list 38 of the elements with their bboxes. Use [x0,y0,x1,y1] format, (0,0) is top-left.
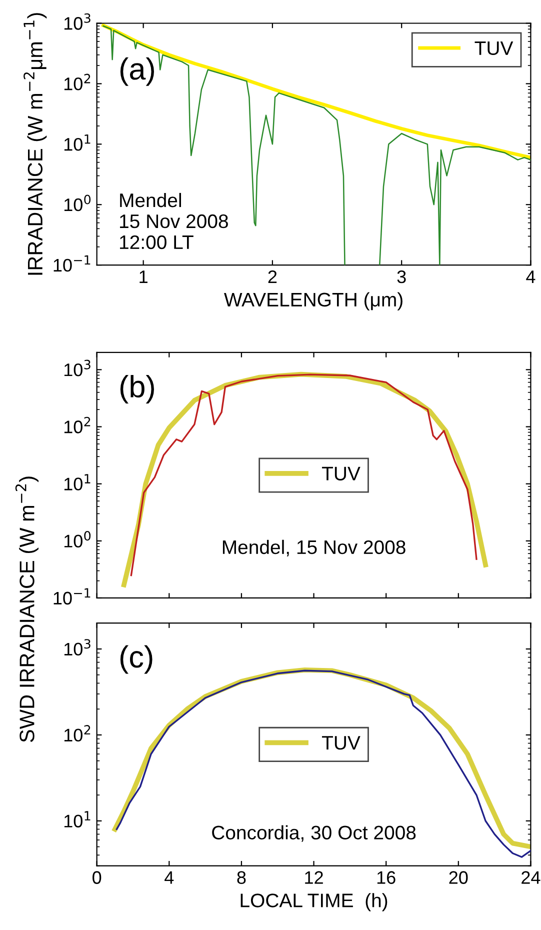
annotation: Mendel, 15 Nov 2008 [222,540,406,556]
y-axis-title: SWD IRRADIANCE (W m$^{−2}$) [15,476,38,742]
y-tick-label: 10$^{1}$ [64,811,90,828]
y-tick-label: 10$^{−1}$ [54,588,90,605]
y-tick-label: 10$^{−1}$ [54,255,90,272]
x-tick-label: 4 [526,270,536,283]
legend-label: TUV [474,41,514,56]
legend-label: TUV [322,466,360,480]
x-tick-label: 2 [268,270,277,283]
x-axis-title: LOCAL TIME (h) [240,893,388,912]
x-tick-label: 16 [377,871,396,884]
line-series [102,24,531,160]
y-tick-label: 10$^{3}$ [64,13,90,30]
x-axis-title: WAVELENGTH (μm) [224,292,402,310]
y-tick-label: 10$^{0}$ [64,531,91,548]
x-tick-label: 24 [522,871,540,884]
annotation: (a) [120,57,154,86]
x-tick-label: 8 [237,871,246,884]
annotation: Concordia, 30 Oct 2008 [212,825,416,842]
y-axis-title: IRRADIANCE (W m$^{−2}$μm$^{−1}$) [24,13,47,275]
y-tick-label: 10$^{2}$ [64,416,90,434]
annotation: (c) [120,645,152,674]
x-tick-label: 3 [397,270,406,284]
x-tick-label: 0 [92,871,102,884]
y-tick-label: 10$^{2}$ [64,725,90,742]
x-tick-label: 4 [164,871,174,884]
legend-label: TUV [322,736,360,750]
y-tick-label: 10$^{0}$ [64,194,91,212]
x-tick-label: 20 [449,871,468,884]
y-tick-label: 10$^{3}$ [64,360,90,376]
annotation: Mendel 15 Nov 2008 12:00 LT [120,192,228,250]
x-tick-label: 1 [140,270,148,283]
annotation: (b) [120,375,154,404]
x-tick-label: 12 [305,871,323,884]
y-tick-label: 10$^{3}$ [64,639,90,656]
y-tick-label: 10$^{1}$ [64,134,90,151]
y-tick-label: 10$^{2}$ [64,74,90,90]
y-tick-label: 10$^{1}$ [64,474,90,490]
